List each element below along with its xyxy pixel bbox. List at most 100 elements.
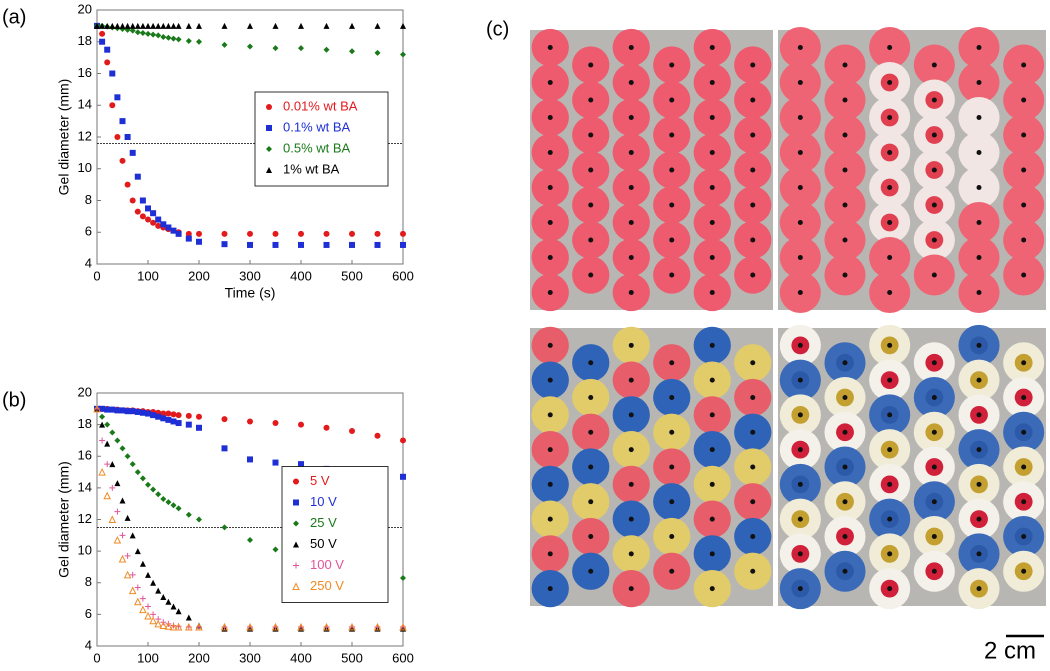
data-point: [93, 404, 101, 413]
electrode: [976, 255, 982, 260]
data-point: [185, 37, 192, 44]
electrode: [976, 551, 982, 557]
data-point: [298, 461, 304, 468]
data-point: [272, 420, 279, 427]
data-point: [134, 584, 141, 591]
electrode: [976, 342, 982, 348]
data-point: [150, 486, 157, 493]
electrode: [797, 342, 803, 348]
electrode: [1021, 534, 1027, 539]
electrode: [931, 395, 937, 400]
data-point: [272, 546, 279, 553]
electrode: [976, 115, 982, 120]
electrode: [842, 499, 848, 505]
electrode: [976, 447, 982, 453]
electrode: [797, 255, 803, 260]
data-point: [109, 22, 116, 29]
data-point: [185, 22, 192, 29]
data-point: [174, 622, 183, 631]
data-point: [159, 621, 168, 629]
data-point: [374, 432, 381, 439]
electrode: [887, 150, 893, 155]
data-point: [272, 45, 279, 52]
x-tick-label: 500: [341, 268, 363, 283]
x-tick-label: 100: [137, 268, 159, 283]
electrode: [669, 499, 675, 505]
electrode: [842, 534, 848, 539]
data-point: [272, 230, 279, 237]
data-point: [103, 491, 112, 500]
data-point: [298, 230, 304, 237]
electrode: [547, 447, 553, 453]
legend-label: 0.1% wt BA: [283, 119, 351, 134]
y-tick-label: 12: [78, 511, 92, 526]
data-point: [322, 622, 331, 631]
electrode: [588, 429, 594, 435]
electrode: [547, 290, 553, 295]
electrode: [842, 237, 848, 243]
legend-marker: [293, 520, 299, 527]
data-point: [195, 622, 203, 631]
data-point: [104, 46, 111, 53]
data-point: [196, 22, 202, 29]
electrode: [931, 360, 937, 366]
electrode: [1021, 237, 1027, 243]
x-tick-label: 200: [188, 650, 210, 665]
y-tick-label: 14: [78, 97, 92, 112]
data-point: [129, 461, 136, 468]
data-point: [145, 22, 151, 29]
data-point: [139, 560, 146, 567]
electrode: [931, 167, 937, 173]
data-point: [119, 497, 126, 504]
data-point: [133, 597, 142, 606]
data-point: [175, 412, 182, 419]
data-point: [114, 22, 121, 29]
photo: [530, 30, 773, 310]
data-point: [400, 575, 406, 582]
legend-marker: [266, 167, 272, 173]
data-point: [109, 461, 116, 468]
y-tick-label: 8: [85, 574, 92, 589]
electrode: [976, 150, 982, 155]
data-point: [145, 205, 151, 212]
data-point: [114, 508, 121, 515]
electrode: [797, 586, 803, 592]
data-point: [185, 230, 192, 237]
electrode: [887, 115, 893, 120]
data-point: [114, 437, 121, 444]
y-tick-label: 18: [78, 416, 92, 431]
electrode: [931, 237, 937, 243]
data-point: [119, 407, 126, 414]
data-point: [109, 70, 116, 77]
electrode: [750, 202, 756, 208]
data-point: [139, 30, 146, 37]
electrode: [976, 377, 982, 383]
data-point: [114, 480, 121, 487]
electrode: [797, 412, 803, 418]
electrode: [842, 132, 848, 138]
y-tick-label: 14: [78, 479, 92, 494]
electrode: [750, 62, 756, 68]
data-point: [160, 593, 167, 600]
data-point: [145, 30, 151, 37]
x-axis-label: Time (s): [225, 285, 276, 301]
data-point: [118, 554, 127, 563]
electrode: [588, 464, 594, 470]
electrode: [797, 377, 803, 383]
data-point: [185, 421, 192, 428]
electrode: [797, 220, 803, 225]
electrode: [842, 97, 848, 103]
data-point: [150, 611, 157, 618]
data-point: [124, 134, 131, 140]
electrode: [797, 150, 803, 155]
data-point: [124, 514, 131, 521]
data-point: [114, 94, 121, 101]
data-point: [119, 445, 126, 452]
data-point: [129, 27, 136, 34]
x-tick-label: 600: [392, 650, 414, 665]
x-tick-label: 300: [239, 650, 261, 665]
data-point: [165, 34, 172, 41]
data-point: [160, 410, 167, 417]
electrode: [842, 395, 848, 400]
electrode: [547, 150, 553, 155]
